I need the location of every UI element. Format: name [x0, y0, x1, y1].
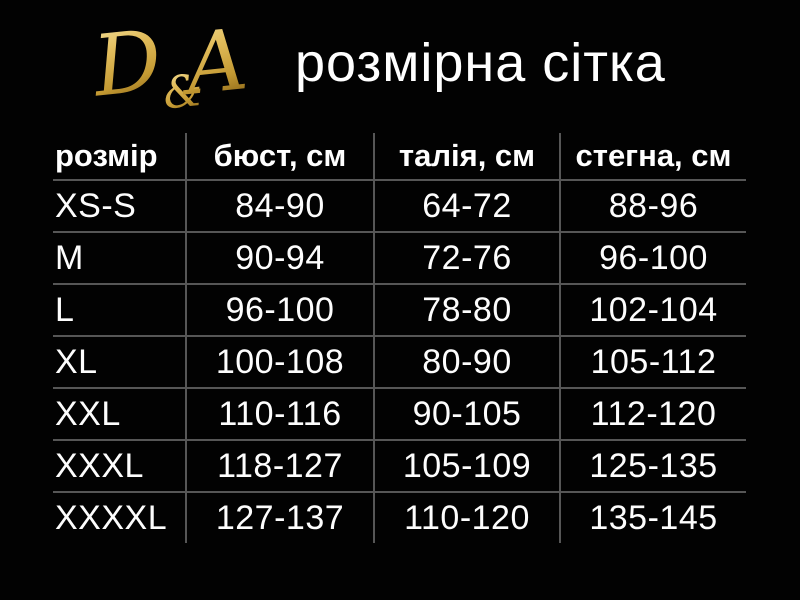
- table-row: XS-S 84-90 64-72 88-96: [53, 180, 746, 233]
- table-row: L 96-100 78-80 102-104: [53, 284, 746, 337]
- cell-hips: 102-104: [560, 284, 746, 337]
- table-row: XXXL 118-127 105-109 125-135: [53, 440, 746, 493]
- logo-ampersand: &: [161, 65, 205, 115]
- table-row: XXXXL 127-137 110-120 135-145: [53, 492, 746, 543]
- cell-waist: 90-105: [374, 388, 561, 441]
- cell-size: XL: [53, 336, 187, 389]
- cell-bust: 84-90: [186, 180, 375, 233]
- cell-bust: 96-100: [186, 284, 375, 337]
- column-header-hips: стегна, см: [560, 133, 746, 181]
- cell-size: L: [53, 284, 187, 337]
- cell-hips: 96-100: [560, 232, 746, 285]
- page-header: D & A розмірна сітка: [86, 8, 666, 118]
- size-chart-table: розмір бюст, см талія, см стегна, см XS-…: [53, 133, 746, 543]
- cell-bust: 118-127: [186, 440, 375, 493]
- cell-waist: 72-76: [374, 232, 561, 285]
- cell-size: XXXL: [53, 440, 187, 493]
- cell-bust: 110-116: [186, 388, 375, 441]
- cell-size: M: [53, 232, 187, 285]
- table-row: XL 100-108 80-90 105-112: [53, 336, 746, 389]
- cell-hips: 112-120: [560, 388, 746, 441]
- cell-bust: 127-137: [186, 492, 375, 543]
- cell-waist: 78-80: [374, 284, 561, 337]
- column-header-size: розмір: [53, 133, 187, 181]
- column-header-bust: бюст, см: [186, 133, 375, 181]
- cell-hips: 135-145: [589, 498, 718, 537]
- table-row: M 90-94 72-76 96-100: [53, 232, 746, 285]
- cell-size: XS-S: [53, 180, 187, 233]
- column-header-waist: талія, см: [374, 133, 561, 181]
- cell-bust: 100-108: [186, 336, 375, 389]
- table-header-row: розмір бюст, см талія, см стегна, см: [53, 133, 746, 181]
- cell-waist: 110-120: [374, 492, 561, 543]
- logo-letter-d: D: [87, 11, 166, 115]
- cell-bust: 90-94: [186, 232, 375, 285]
- table-row: XXL 110-116 90-105 112-120: [53, 388, 746, 441]
- page-title: розмірна сітка: [295, 33, 666, 93]
- cell-waist: 80-90: [374, 336, 561, 389]
- brand-logo-da-icon: D & A: [87, 11, 252, 115]
- cell-hips: 125-135: [560, 440, 746, 493]
- cell-hips: 105-112: [560, 336, 746, 389]
- cell-size: XXXXL: [53, 492, 187, 543]
- cell-waist: 105-109: [374, 440, 561, 493]
- cell-hips: 88-96: [560, 180, 746, 233]
- cell-size: XXL: [53, 388, 187, 441]
- cell-waist: 64-72: [374, 180, 561, 233]
